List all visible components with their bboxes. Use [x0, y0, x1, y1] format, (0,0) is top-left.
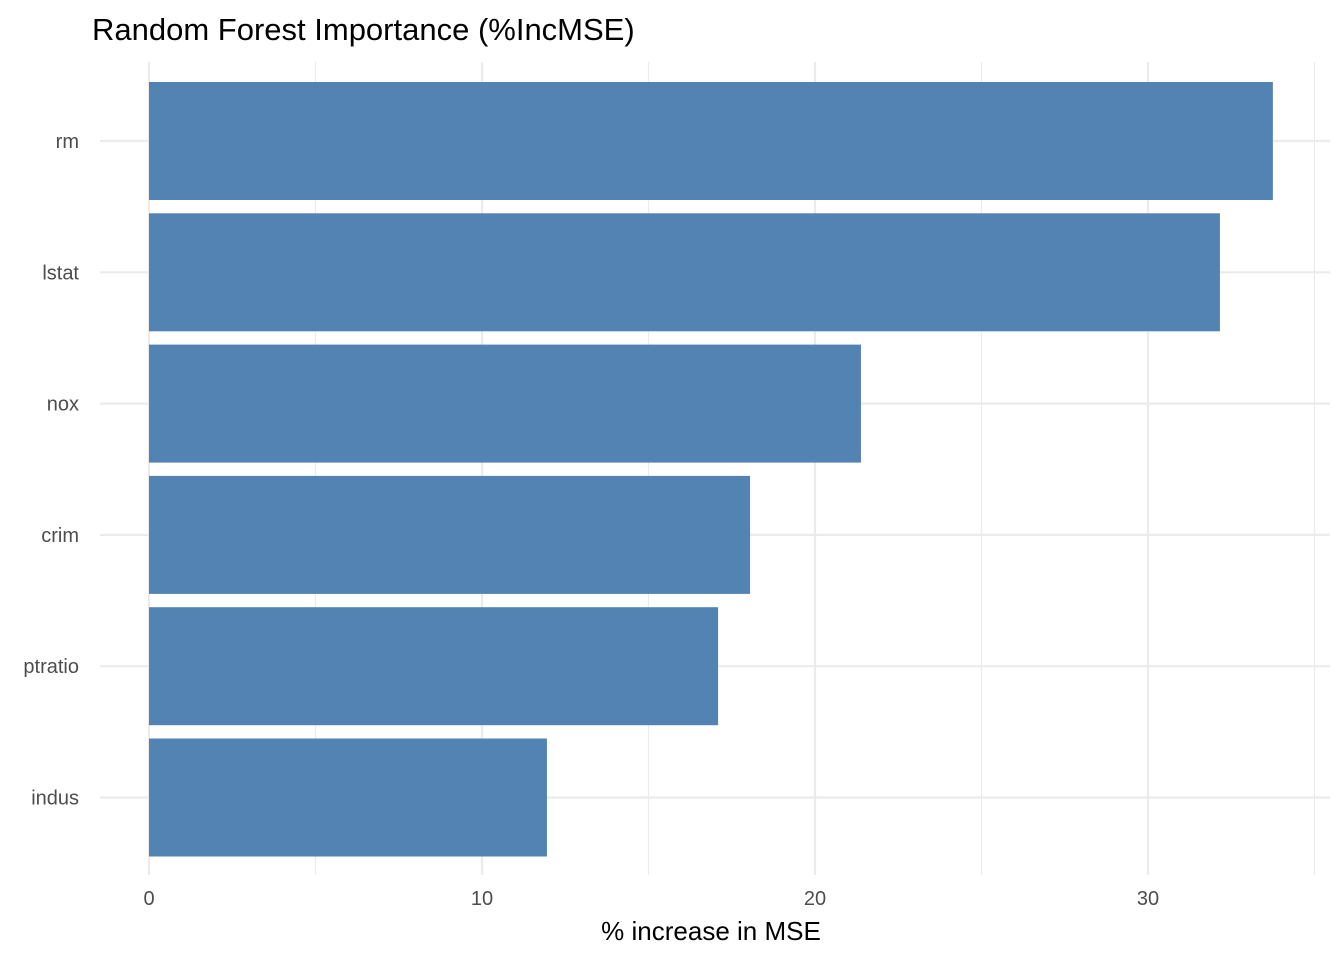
bar-rm	[149, 82, 1273, 200]
x-tick-label: 20	[804, 888, 826, 910]
bar-nox	[149, 344, 861, 463]
y-tick-label: indus	[31, 788, 79, 810]
y-tick-label: nox	[47, 394, 79, 416]
x-tick-label: 0	[143, 888, 154, 910]
x-tick-label: 30	[1137, 888, 1159, 910]
x-axis-label: % increase in MSE	[601, 916, 821, 946]
x-tick-label: 10	[471, 888, 493, 910]
y-tick-label: lstat	[42, 262, 79, 284]
chart-title: Random Forest Importance (%IncMSE)	[92, 12, 635, 47]
bar-indus	[149, 738, 547, 857]
y-tick-label: ptratio	[23, 656, 79, 678]
y-tick-label: crim	[41, 525, 79, 547]
bar-lstat	[149, 213, 1220, 332]
bar-ptratio	[149, 607, 719, 726]
y-tick-label: rm	[56, 131, 79, 153]
bar-crim	[149, 475, 751, 594]
